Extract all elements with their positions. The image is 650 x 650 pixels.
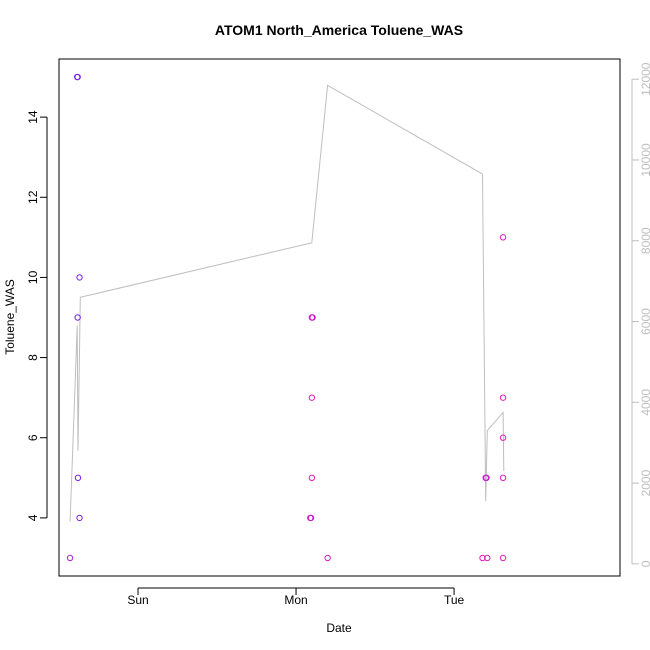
y2-tick-label: 0 <box>639 560 650 567</box>
data-point <box>479 554 486 562</box>
series-points-group <box>66 73 507 562</box>
data-point <box>483 474 490 482</box>
y-tick-label: 12 <box>26 190 40 204</box>
chart-title: ATOM1 North_America Toluene_WAS <box>215 22 463 38</box>
y-tick-label: 4 <box>26 514 40 521</box>
x-axis-label: Date <box>326 621 352 635</box>
data-point <box>76 274 83 281</box>
y2-tick-label: 2000 <box>639 469 650 496</box>
series-line <box>69 84 505 522</box>
data-point <box>76 514 83 522</box>
x-tick-label: Tue <box>444 593 465 607</box>
y2-tick-label: 8000 <box>639 227 650 254</box>
y-tick-label: 8 <box>26 354 40 361</box>
x-tick-label: Mon <box>284 593 307 607</box>
y-axis-label: Toluene_WAS <box>3 279 17 355</box>
y-tick-label: 10 <box>26 270 40 284</box>
data-point <box>309 314 316 321</box>
data-point <box>307 514 315 522</box>
data-point <box>74 474 82 482</box>
data-point <box>308 474 316 482</box>
data-point <box>74 73 81 81</box>
y2-tick-label: 6000 <box>639 308 650 335</box>
data-point <box>66 554 74 562</box>
plot-frame <box>58 58 621 577</box>
y-tick-label: 6 <box>26 434 40 441</box>
data-point <box>499 554 507 562</box>
data-point <box>74 314 81 321</box>
left-axis: 4 6 8 10 12 14 <box>26 110 48 521</box>
data-point <box>499 474 507 482</box>
series-line-group <box>69 84 505 522</box>
y2-tick-label: 10000 <box>639 143 650 177</box>
y2-tick-label: 12000 <box>639 62 650 96</box>
data-point <box>499 394 507 401</box>
y-tick-label: 14 <box>26 110 40 124</box>
data-point <box>499 434 507 441</box>
data-point <box>324 554 331 562</box>
data-point <box>308 394 316 401</box>
data-point <box>499 234 507 241</box>
right-axis: 0 2000 4000 6000 8000 10000 12000 <box>631 62 650 567</box>
y2-tick-label: 4000 <box>639 389 650 416</box>
x-tick-label: Sun <box>127 593 148 607</box>
data-point <box>484 554 491 562</box>
x-axis: Sun Mon Tue <box>127 587 465 607</box>
